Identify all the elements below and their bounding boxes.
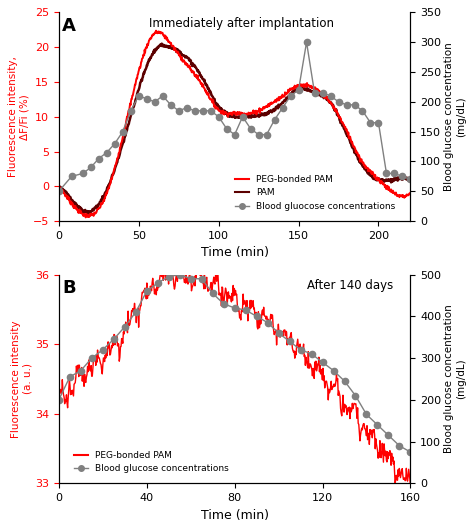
X-axis label: Time (min): Time (min) [201,246,269,260]
X-axis label: Time (min): Time (min) [201,509,269,522]
Text: B: B [62,279,76,297]
Y-axis label: Fluorescence intensity,
ΔF/Fi (%): Fluorescence intensity, ΔF/Fi (%) [9,56,30,177]
Legend: PEG-bonded PAM, Blood glucose concentrations: PEG-bonded PAM, Blood glucose concentrat… [70,447,232,477]
Text: A: A [62,16,76,34]
Legend: PEG-bonded PAM, PAM, Blood gluocose concentrations: PEG-bonded PAM, PAM, Blood gluocose conc… [232,171,399,215]
Text: After 140 days: After 140 days [307,279,393,292]
Y-axis label: Blood glucose concentration
(mg/dL): Blood glucose concentration (mg/dL) [444,42,465,191]
Text: Immediately after implantation: Immediately after implantation [149,16,334,30]
Y-axis label: Blood glucose concentration
(mg/dL): Blood glucose concentration (mg/dL) [444,305,465,453]
Y-axis label: Fluorescence intensity
(a. u.): Fluorescence intensity (a. u.) [10,320,32,438]
